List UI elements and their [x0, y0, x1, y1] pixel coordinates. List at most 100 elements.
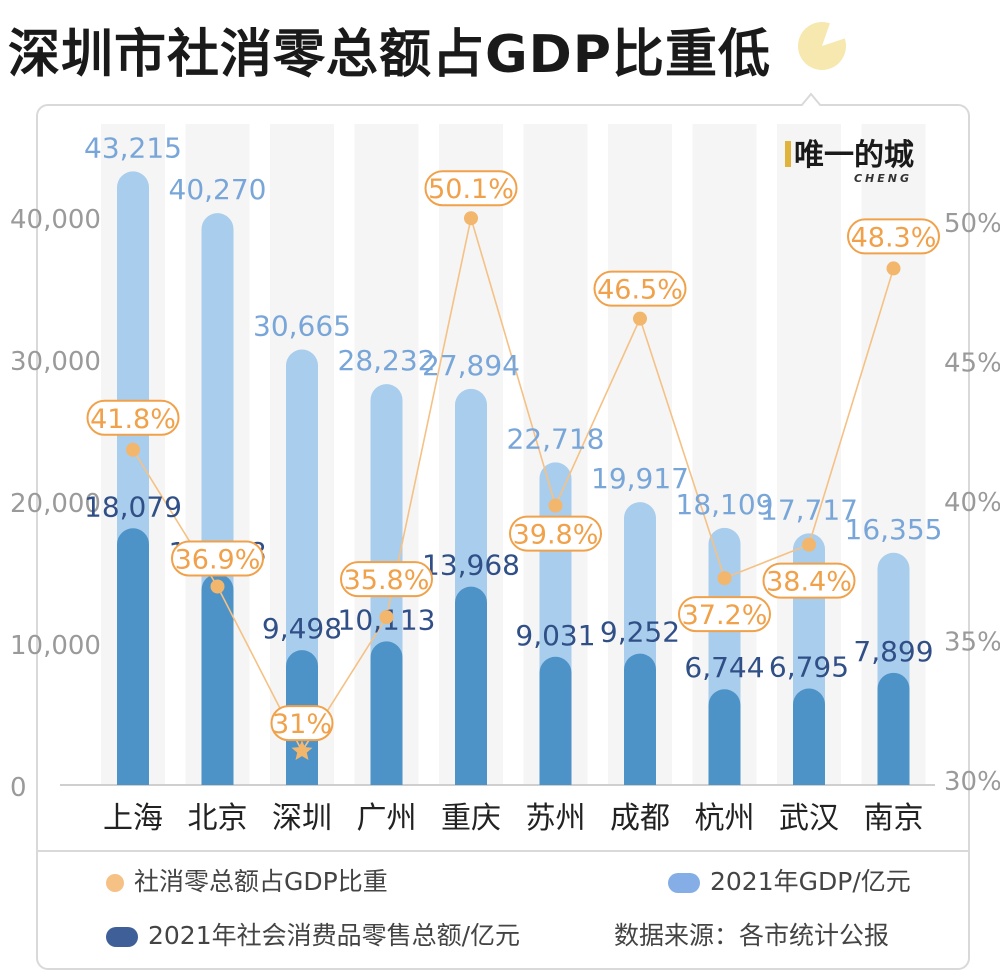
retail-bar-base	[708, 769, 741, 785]
y-left-tick: 20,000	[10, 489, 101, 519]
x-tick-label: 上海	[103, 801, 163, 836]
chart-title: 深圳市社消零总额占GDP比重低	[8, 25, 771, 85]
ratio-value-label: 39.8%	[513, 520, 599, 551]
x-tick-label: 成都	[610, 801, 670, 836]
retail-bar	[370, 641, 403, 785]
ratio-value-label: 31%	[272, 709, 332, 740]
legend-gdp-swatch-icon	[668, 873, 700, 893]
gdp-value-label: 18,109	[676, 488, 774, 521]
y-right-tick: 30%	[944, 767, 1000, 797]
ratio-point	[802, 537, 816, 552]
retail-value-label: 13,968	[422, 549, 520, 582]
gdp-value-label: 30,665	[253, 310, 351, 343]
retail-bar	[708, 689, 741, 785]
legend-gdp-label: 2021年GDP/亿元	[710, 867, 911, 896]
brand-bar-icon	[785, 141, 791, 167]
retail-value-label: 9,498	[262, 612, 342, 645]
x-tick-label: 南京	[864, 801, 924, 836]
y-left-tick: 10,000	[10, 631, 101, 661]
retail-value-label: 9,252	[600, 616, 680, 649]
gdp-value-label: 16,355	[845, 513, 943, 546]
ratio-label-bg	[424, 170, 518, 207]
ratio-value-label: 37.2%	[682, 600, 768, 631]
ratio-label-bg	[340, 561, 433, 598]
legend-retail-swatch-icon	[106, 927, 138, 947]
x-tick-label: 深圳	[272, 801, 332, 836]
ratio-point	[717, 571, 732, 586]
x-tick-label: 重庆	[441, 801, 501, 836]
gdp-value-label: 27,894	[422, 349, 520, 382]
ratio-value-label: 35.8%	[344, 565, 430, 596]
gdp-value-label: 40,270	[169, 173, 267, 206]
panel-notch	[800, 92, 822, 114]
retail-bar	[117, 528, 149, 785]
ratio-point	[886, 261, 901, 276]
ratio-label-bg	[593, 270, 687, 307]
retail-bar-base	[117, 769, 149, 785]
retail-bar	[539, 656, 572, 785]
x-tick-label: 武汉	[779, 801, 839, 836]
brand-sub: CHENG	[853, 172, 912, 185]
retail-bar-base	[370, 769, 403, 785]
legend-gdp: 2021年GDP/亿元	[668, 862, 911, 898]
retail-bar	[793, 688, 825, 785]
retail-bar	[624, 653, 656, 785]
legend-ratio: 社消零总额占GDP比重	[106, 862, 388, 898]
data-source: 数据来源：各市统计公报	[614, 921, 890, 950]
retail-value-label: 7,899	[853, 635, 933, 668]
ratio-point	[548, 498, 563, 513]
retail-bar	[877, 672, 910, 785]
legend-ratio-label: 社消零总额占GDP比重	[134, 867, 388, 896]
gdp-value-label: 22,718	[507, 422, 605, 455]
retail-bar-base	[201, 769, 234, 785]
ratio-point	[379, 610, 394, 625]
ratio-label-bg	[171, 540, 264, 577]
ratio-label-bg	[762, 562, 856, 599]
y-left-tick: 30,000	[10, 347, 101, 377]
retail-bar-base	[793, 769, 825, 785]
x-tick-label: 北京	[188, 801, 248, 836]
y-left-tick: 0	[10, 773, 27, 803]
ratio-value-label: 38.4%	[766, 567, 852, 598]
ratio-value-label: 36.9%	[175, 544, 261, 575]
ratio-value-label: 41.8%	[90, 404, 176, 435]
x-tick-label: 广州	[357, 801, 417, 836]
y-right-tick: 45%	[944, 349, 1000, 379]
legend-separator	[36, 850, 968, 852]
ratio-label-bg	[509, 515, 602, 552]
retail-value-label: 9,031	[515, 619, 595, 652]
ratio-label-bg	[270, 705, 334, 742]
ratio-value-label: 48.3%	[851, 222, 937, 253]
ratio-line	[132, 217, 895, 753]
x-tick-label: 苏州	[526, 801, 586, 836]
gdp-value-label: 19,917	[591, 462, 689, 495]
brand-logo: 唯一的城 CHENG	[785, 130, 914, 185]
ratio-star-marker	[291, 740, 313, 760]
ratio-point	[126, 442, 140, 457]
y-right-tick: 40%	[944, 488, 1000, 518]
retail-bar	[201, 573, 234, 785]
ratio-label-bg	[86, 399, 180, 436]
gdp-value-label: 17,717	[760, 493, 858, 526]
legend-ratio-dot-icon	[106, 874, 124, 892]
retail-bar-base	[539, 769, 572, 785]
gdp-value-label: 43,215	[84, 131, 182, 164]
retail-bar-base	[286, 769, 318, 785]
ratio-point	[210, 579, 225, 594]
y-right-tick: 50%	[944, 209, 1000, 239]
legend-retail-label: 2021年社会消费品零售总额/亿元	[148, 921, 521, 950]
retail-value-label: 18,079	[84, 490, 182, 523]
retail-bar	[455, 586, 487, 785]
ratio-value-label: 46.5%	[597, 275, 683, 306]
brand-name: 唯一的城	[794, 138, 914, 173]
legend-retail: 2021年社会消费品零售总额/亿元	[106, 916, 520, 952]
ratio-value-label: 50.1%	[428, 174, 514, 205]
retail-value-label: 6,795	[769, 651, 849, 684]
ratio-point	[464, 211, 478, 226]
y-left-tick: 40,000	[10, 205, 101, 235]
ratio-label-bg	[678, 596, 771, 633]
ratio-label-bg	[847, 218, 940, 255]
retail-value-label: 6,744	[684, 651, 764, 684]
gdp-value-label: 28,232	[338, 344, 436, 377]
